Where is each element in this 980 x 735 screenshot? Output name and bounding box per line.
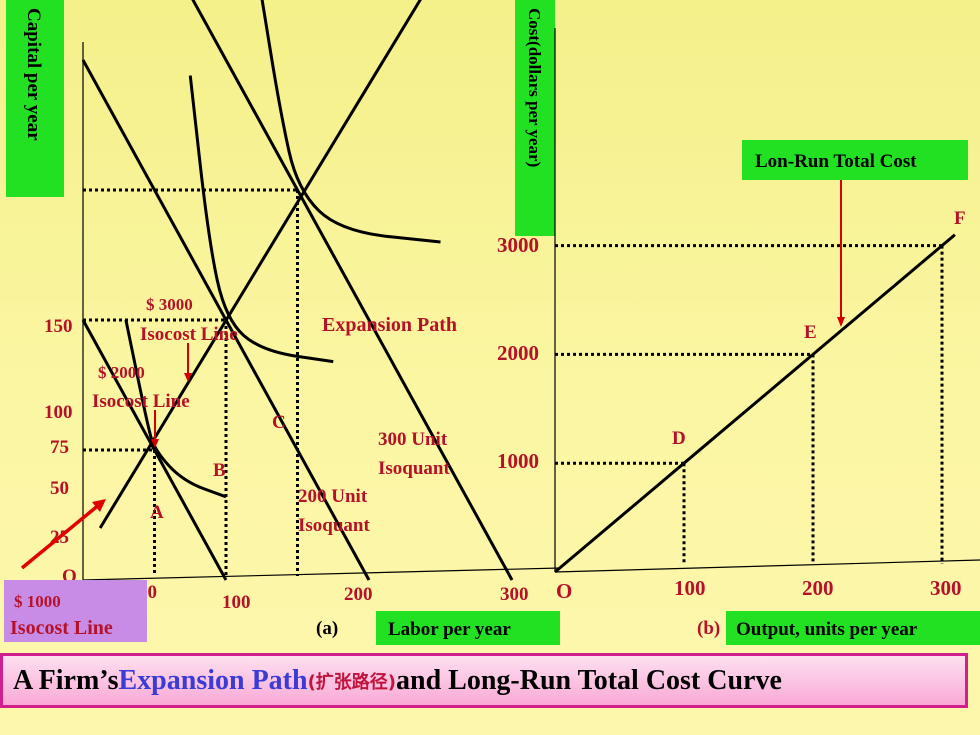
panel-a-ytick-50: 50 (50, 478, 69, 499)
lrtc-arrowhead (837, 317, 845, 327)
point-label-f: F (954, 208, 966, 229)
isocost-2000-label: Isocost Line (92, 391, 190, 412)
panel-a-ytick-150: 150 (44, 316, 73, 337)
isoquant-200-label-2: Isoquant (298, 515, 370, 536)
panel-a-ylabel-box (6, 0, 64, 197)
isoquant-curve-2 (188, 75, 334, 364)
point-label-d: D (672, 428, 686, 449)
title-part-2: and Long-Run Total Cost Curve (396, 664, 782, 696)
isocost-1000-amount: $ 1000 (14, 592, 61, 611)
panel-a-xtick-200: 200 (344, 584, 373, 605)
lrtc-line (554, 233, 956, 574)
point-label-a: A (150, 502, 164, 523)
point-label-b: B (213, 460, 226, 481)
lrtc-label-box (742, 140, 968, 180)
panel-a-xtick-300: 300 (500, 584, 529, 605)
isocost-3000-arrowhead (184, 373, 192, 382)
panel-b-x-axis (554, 559, 980, 573)
panel-b-ylabel: Cost(dollars per year) (525, 8, 544, 167)
panel-a-ytick-100: 100 (44, 402, 73, 423)
panel-a-label: (a) (316, 618, 338, 639)
isocost-1000-arrow (20, 502, 102, 570)
panel-b-ylabel-box (515, 0, 555, 236)
isoquant-curve-3 (260, 0, 441, 244)
isocost-3000-amount: $ 3000 (146, 295, 193, 314)
title-part-1: A Firm’s (13, 664, 119, 696)
title-highlight: Expansion Path (118, 664, 308, 696)
isocost-3000-label: Isocost Line (140, 324, 238, 345)
panel-b-xlabel-box (726, 611, 980, 645)
expansion-path-label: Expansion Path (322, 314, 457, 336)
panel-a-xlabel: Labor per year (388, 619, 511, 640)
panel-a-x-axis (82, 567, 561, 581)
panel-b-xtick-200: 200 (802, 576, 834, 600)
title-banner: A Firm’s Expansion Path (扩张路径) and Long-… (0, 653, 968, 708)
panel-a-expansion-path: Capital per year 150 100 75 50 25 O 50 1… (4, 0, 561, 645)
isocost-1000-label: Isocost Line (10, 617, 113, 639)
point-label-c: C (272, 412, 286, 433)
panel-a-xlabel-box (376, 611, 560, 645)
lrtc-label: Lon-Run Total Cost (755, 151, 917, 172)
panel-a-expansion-path-line (98, 0, 422, 529)
title-chinese: (扩张路径) (307, 671, 397, 693)
panel-b-guides (555, 244, 944, 564)
isocost-2000-amount: $ 2000 (98, 363, 145, 382)
panel-b-xlabel: Output, units per year (736, 619, 918, 640)
isoquant-curve-1 (124, 319, 227, 499)
isocost-line-3 (191, 0, 514, 581)
isocost-1000-box (4, 580, 147, 642)
panel-a-isoquants (124, 0, 441, 499)
panel-b-ytick-2000: 2000 (497, 341, 539, 365)
isoquant-200-label-1: 200 Unit (298, 486, 368, 507)
panel-b-label: (b) (697, 618, 720, 639)
point-label-e: E (804, 322, 817, 343)
isocost-line-1 (81, 319, 228, 581)
isoquant-300-label-1: 300 Unit (378, 429, 448, 450)
expansion-path-line (98, 0, 422, 529)
isoquant-300-label-2: Isoquant (378, 458, 450, 479)
panel-a-guides (83, 188, 299, 576)
panel-a-xtick-100: 100 (222, 592, 251, 613)
isocost-1000-arrowhead (92, 499, 106, 512)
panel-b-origin: O (556, 579, 572, 603)
panel-a-ylabel: Capital per year (23, 8, 44, 141)
isocost-2000-arrowhead (151, 439, 159, 448)
panel-b-total-cost: Cost(dollars per year) 3000 2000 1000 O … (497, 0, 980, 645)
panel-b-ytick-3000: 3000 (497, 233, 539, 257)
panel-b-xtick-100: 100 (674, 576, 706, 600)
panel-b-ytick-1000: 1000 (497, 449, 539, 473)
panel-b-xtick-300: 300 (930, 576, 962, 600)
panel-b-series (554, 233, 956, 574)
panel-a-ytick-75: 75 (50, 437, 69, 458)
